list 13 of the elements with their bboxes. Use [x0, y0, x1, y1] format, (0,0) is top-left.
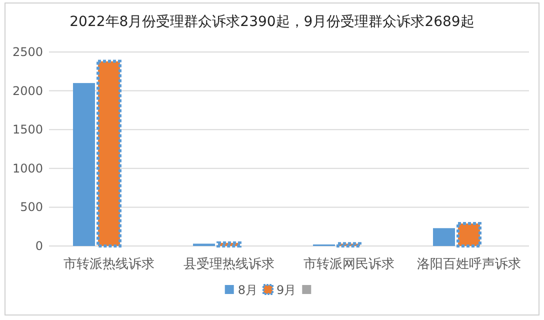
x-tick-label: 洛阳百姓呼声诉求 [417, 257, 521, 272]
x-tick-label: 市转派网民诉求 [304, 257, 394, 272]
legend-label: 8月 [238, 283, 258, 297]
y-tick-label: 2000 [12, 84, 43, 98]
x-tick-label: 市转派热线诉求 [64, 257, 154, 272]
y-tick-label: 500 [20, 200, 43, 214]
legend-label: 9月 [276, 283, 296, 297]
title: 2022年8月份受理群众诉求2390起，9月份受理群众诉求2689起 [70, 14, 474, 30]
y-tick-label: 1000 [12, 161, 43, 176]
y-tick-label: 2500 [12, 45, 43, 59]
x-tick-label: 县受理热线诉求 [184, 257, 274, 272]
y-tick-label: 1500 [12, 122, 43, 137]
y-tick-label: 0 [35, 239, 43, 253]
